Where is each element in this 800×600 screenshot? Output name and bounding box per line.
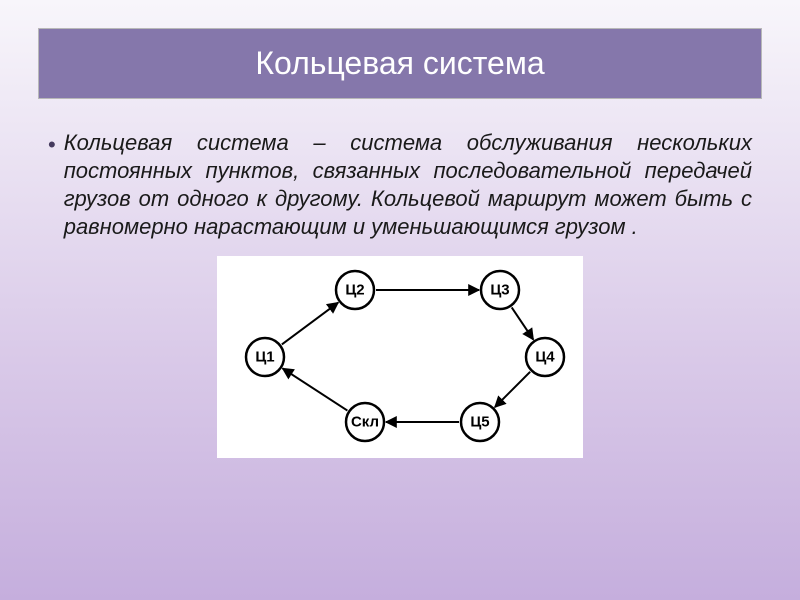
bullet-marker: • [48,131,56,160]
svg-text:Ц4: Ц4 [535,348,555,365]
edge [495,371,530,406]
edge [283,368,348,410]
diagram-container: Ц1 Ц2 Ц3 Ц4 Ц5 Скл [48,256,752,463]
edge [512,307,534,339]
slide-content: • Кольцевая система – система обслуживан… [38,129,762,463]
svg-text:Ц1: Ц1 [255,348,274,365]
ring-diagram: Ц1 Ц2 Ц3 Ц4 Ц5 Скл [217,256,583,458]
node-ts5: Ц5 [461,403,499,441]
svg-text:Ц3: Ц3 [490,281,509,298]
term: Кольцевая система [64,130,289,155]
svg-text:Ц5: Ц5 [470,413,489,430]
edge [282,302,338,344]
slide-title: Кольцевая система [38,28,762,99]
node-skl: Скл [346,403,384,441]
svg-text:Скл: Скл [351,413,379,430]
svg-text:Ц2: Ц2 [345,281,364,298]
ring-svg: Ц1 Ц2 Ц3 Ц4 Ц5 Скл [225,262,575,452]
definition-paragraph: Кольцевая система – система обслуживания… [64,129,752,242]
bullet-item: • Кольцевая система – система обслуживан… [48,129,752,242]
node-ts4: Ц4 [526,338,564,376]
node-ts2: Ц2 [336,271,374,309]
node-ts1: Ц1 [246,338,284,376]
node-ts3: Ц3 [481,271,519,309]
